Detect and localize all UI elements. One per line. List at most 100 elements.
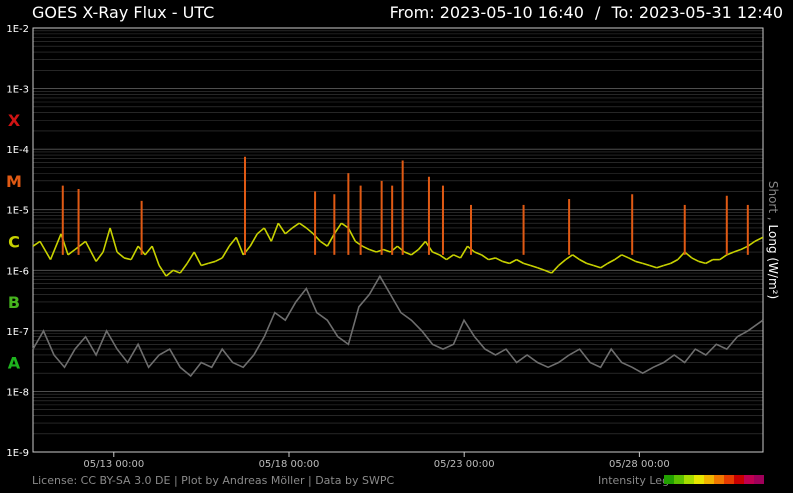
long-series-segment bbox=[474, 251, 482, 256]
long-series-label: Long (W/m²) bbox=[766, 224, 780, 300]
long-series-segment bbox=[235, 237, 244, 256]
long-series-segment bbox=[642, 262, 650, 267]
y-tick-label: 1E-2 bbox=[6, 24, 29, 35]
range-separator: / bbox=[595, 3, 601, 22]
long-series-segment bbox=[263, 227, 272, 242]
long-series-segment bbox=[747, 240, 756, 247]
long-series-segment bbox=[277, 222, 286, 235]
y-tick-label: 1E-5 bbox=[6, 206, 29, 217]
long-series-segment bbox=[754, 236, 764, 243]
legend-swatch bbox=[714, 475, 724, 484]
long-series-segment bbox=[586, 262, 594, 267]
long-series-segment bbox=[453, 254, 461, 259]
long-series-segment bbox=[340, 222, 349, 229]
long-series-segment bbox=[572, 254, 581, 261]
flare-class-c: C bbox=[8, 232, 20, 251]
long-series-segment bbox=[698, 260, 706, 265]
legend-swatch bbox=[744, 475, 754, 484]
long-series-segment bbox=[558, 259, 567, 267]
long-series-segment bbox=[593, 264, 601, 269]
long-series-segment bbox=[249, 233, 258, 247]
long-series-segment bbox=[523, 262, 531, 267]
long-series-segment bbox=[663, 262, 671, 267]
chart-title: GOES X-Ray Flux - UTC bbox=[32, 3, 215, 22]
long-series-segment bbox=[186, 251, 195, 264]
long-series-segment bbox=[404, 251, 412, 256]
long-series-segment bbox=[319, 240, 328, 247]
long-series-segment bbox=[123, 257, 132, 261]
long-series-segment bbox=[102, 227, 111, 253]
long-series-segment bbox=[291, 222, 300, 229]
from-label: From: bbox=[389, 3, 435, 22]
long-series-segment bbox=[410, 248, 419, 256]
long-series-segment bbox=[158, 265, 167, 277]
long-series-segment bbox=[439, 254, 447, 261]
long-series-segment bbox=[179, 262, 188, 274]
long-series-segment bbox=[305, 227, 314, 235]
long-series-segment bbox=[221, 245, 230, 259]
long-series-segment bbox=[74, 240, 87, 251]
legend-swatch bbox=[704, 475, 714, 484]
long-series-segment bbox=[579, 258, 588, 265]
long-series-segment bbox=[151, 245, 160, 266]
long-series-segment bbox=[172, 269, 181, 274]
legend-swatch bbox=[684, 475, 694, 484]
long-series-segment bbox=[509, 258, 517, 265]
x-tick-label: 05/13 00:00 bbox=[83, 459, 144, 470]
long-series-segment bbox=[656, 264, 664, 269]
long-series-segment bbox=[502, 260, 510, 265]
credits-footer: License: CC BY-SA 3.0 DE | Plot by Andre… bbox=[32, 474, 395, 487]
from-value: 2023-05-10 16:40 bbox=[439, 3, 584, 22]
long-series-segment bbox=[109, 227, 118, 253]
long-series-segment bbox=[207, 260, 216, 265]
long-series-segment bbox=[84, 241, 97, 262]
long-series-segment bbox=[621, 254, 630, 259]
long-series-segment bbox=[193, 251, 202, 266]
series-label-separator: , bbox=[766, 216, 780, 221]
x-tick-label: 05/23 00:00 bbox=[434, 459, 495, 470]
long-series-segment bbox=[214, 257, 223, 263]
long-series-segment bbox=[670, 258, 679, 265]
long-series-segment bbox=[495, 257, 503, 263]
long-series-segment bbox=[705, 258, 714, 265]
intensity-legend-bar bbox=[664, 475, 764, 484]
y-tick-label: 1E-3 bbox=[6, 85, 29, 96]
long-series-segment bbox=[565, 254, 574, 261]
long-series-segment bbox=[116, 251, 125, 259]
long-series-segment bbox=[607, 258, 616, 265]
long-series-segment bbox=[614, 254, 623, 261]
y-tick-label: 1E-4 bbox=[6, 145, 29, 156]
y-tick-label: 1E-7 bbox=[6, 327, 29, 338]
long-series-segment bbox=[49, 233, 62, 260]
long-series-segment bbox=[32, 240, 41, 247]
long-series-segment bbox=[417, 240, 427, 251]
flare-class-b: B bbox=[8, 293, 20, 312]
to-label: To: bbox=[611, 3, 634, 22]
long-series-segment bbox=[649, 264, 657, 269]
legend-swatch bbox=[674, 475, 684, 484]
long-series-segment bbox=[551, 264, 560, 274]
legend-swatch bbox=[734, 475, 744, 484]
long-series-segment bbox=[130, 245, 139, 260]
long-series-segment bbox=[144, 245, 153, 256]
long-series-segment bbox=[270, 222, 280, 242]
long-series-segment bbox=[719, 254, 728, 261]
long-series-segment bbox=[516, 258, 524, 265]
long-series-segment bbox=[600, 262, 609, 269]
long-series-segment bbox=[432, 251, 440, 256]
long-series-segment bbox=[383, 248, 391, 253]
long-series-segment bbox=[95, 251, 104, 262]
plot-frame bbox=[32, 27, 764, 453]
short-series-label: Short bbox=[766, 180, 780, 214]
x-tick-label: 05/28 00:00 bbox=[609, 459, 670, 470]
long-series-segment bbox=[677, 251, 686, 261]
to-value: 2023-05-31 12:40 bbox=[638, 3, 783, 22]
long-series-segment bbox=[369, 248, 377, 253]
long-series-segment bbox=[537, 267, 545, 272]
long-series-segment bbox=[284, 227, 293, 235]
long-series-segment bbox=[326, 233, 336, 247]
long-series-segment bbox=[684, 251, 693, 259]
time-range: From: 2023-05-10 16:40 / To: 2023-05-31 … bbox=[390, 3, 783, 22]
y-tick-label: 1E-8 bbox=[6, 387, 29, 398]
